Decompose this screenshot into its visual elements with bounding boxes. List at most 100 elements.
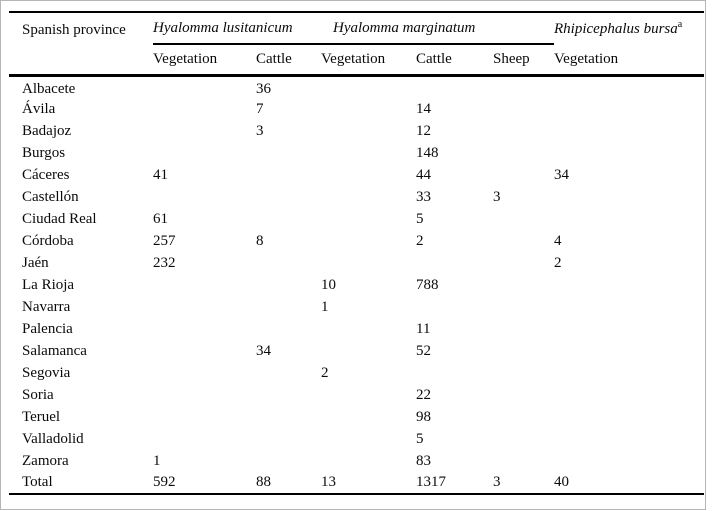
value-cell: 22 <box>416 386 432 403</box>
group-header-rhipicephalus-bursa: Rhipicephalus bursaa <box>554 12 704 44</box>
value-cell <box>493 450 554 472</box>
column-header-province: Spanish province <box>9 12 153 77</box>
value-cell <box>321 450 416 472</box>
table-row: Salamanca 34 52 <box>9 340 704 362</box>
table-row: La Rioja 10 788 <box>9 274 704 296</box>
value-cell <box>321 120 416 142</box>
table-row: Teruel 98 <box>9 406 704 428</box>
value-cell: 33 <box>416 188 432 205</box>
value-cell <box>256 428 321 450</box>
value-cell <box>493 340 554 362</box>
value-cell <box>256 384 321 406</box>
species-name: Rhipicephalus bursa <box>554 20 678 37</box>
province-cell: Burgos <box>22 144 66 161</box>
value-cell: 3 <box>493 188 501 205</box>
value-cell <box>554 296 704 318</box>
value-cell: 592 <box>153 474 176 490</box>
value-cell <box>321 252 416 274</box>
table-row: Badajoz 3 12 <box>9 120 704 142</box>
value-cell <box>554 428 704 450</box>
province-cell: Total <box>22 474 53 490</box>
province-cell: Palencia <box>22 320 73 337</box>
table-row: Palencia 11 <box>9 318 704 340</box>
value-cell: 40 <box>554 474 570 490</box>
value-cell <box>493 164 554 186</box>
table-row: Albacete 36 <box>9 76 704 98</box>
value-cell: 1 <box>321 298 329 315</box>
value-cell <box>416 362 493 384</box>
value-cell <box>554 76 704 98</box>
value-cell <box>153 120 256 142</box>
value-cell <box>321 318 416 340</box>
table-row: Zamora 1 83 <box>9 450 704 472</box>
value-cell <box>493 274 554 296</box>
value-cell <box>554 120 704 142</box>
province-cell: Segovia <box>22 364 71 381</box>
value-cell: 4 <box>554 232 562 249</box>
value-cell <box>153 296 256 318</box>
value-cell: 34 <box>256 342 271 359</box>
value-cell <box>321 230 416 252</box>
value-cell: 12 <box>416 122 432 139</box>
column-header-hm-cattle: Cattle <box>416 44 494 77</box>
value-cell: 36 <box>256 81 271 98</box>
value-cell <box>554 406 704 428</box>
value-cell: 88 <box>256 474 271 490</box>
province-cell: Córdoba <box>22 232 74 249</box>
value-cell <box>321 142 416 164</box>
value-cell <box>554 274 704 296</box>
value-cell <box>153 318 256 340</box>
province-cell: Ciudad Real <box>22 210 97 227</box>
value-cell: 41 <box>153 166 168 183</box>
value-cell <box>493 142 554 164</box>
value-cell: 52 <box>416 342 432 359</box>
value-cell: 232 <box>153 254 176 271</box>
value-cell: 2 <box>321 364 329 381</box>
value-cell <box>493 428 554 450</box>
value-cell <box>416 296 493 318</box>
value-cell <box>493 208 554 230</box>
value-cell <box>554 362 704 384</box>
value-cell <box>554 98 704 120</box>
value-cell <box>321 98 416 120</box>
table-row: Burgos 148 <box>9 142 704 164</box>
table-row: Segovia 2 <box>9 362 704 384</box>
value-cell: 2 <box>554 254 562 271</box>
value-cell: 5 <box>416 210 424 227</box>
province-cell: La Rioja <box>22 276 75 293</box>
value-cell <box>493 98 554 120</box>
value-cell <box>256 296 321 318</box>
value-cell <box>321 208 416 230</box>
table-row: Navarra 1 <box>9 296 704 318</box>
value-cell: 148 <box>416 144 439 161</box>
table-row: Ávila 7 14 <box>9 98 704 120</box>
value-cell <box>321 406 416 428</box>
value-cell <box>256 274 321 296</box>
value-cell <box>493 384 554 406</box>
value-cell <box>153 186 256 208</box>
table-row: Valladolid 5 <box>9 428 704 450</box>
value-cell: 83 <box>416 452 432 469</box>
value-cell: 3 <box>493 474 501 490</box>
table-row: Córdoba 257 8 2 4 <box>9 230 704 252</box>
value-cell <box>493 230 554 252</box>
value-cell <box>256 164 321 186</box>
value-cell <box>416 252 493 274</box>
value-cell: 13 <box>321 474 337 490</box>
value-cell: 7 <box>256 100 264 117</box>
table-row: Soria 22 <box>9 384 704 406</box>
value-cell <box>256 450 321 472</box>
value-cell <box>493 362 554 384</box>
value-cell <box>256 142 321 164</box>
table-header: Spanish province Hyalomma lusitanicum Hy… <box>9 12 705 77</box>
value-cell <box>493 406 554 428</box>
province-cell: Soria <box>22 386 54 403</box>
value-cell: 3 <box>256 122 264 139</box>
table-body: Albacete 36 Ávila 7 14 Badajoz 3 12 Burgos 148 Các… <box>9 76 704 494</box>
table-row: Ciudad Real 61 5 <box>9 208 704 230</box>
value-cell <box>554 340 704 362</box>
column-header-hm-vegetation: Vegetation <box>321 44 417 77</box>
value-cell <box>153 384 256 406</box>
table-row: Jaén 232 2 <box>9 252 704 274</box>
